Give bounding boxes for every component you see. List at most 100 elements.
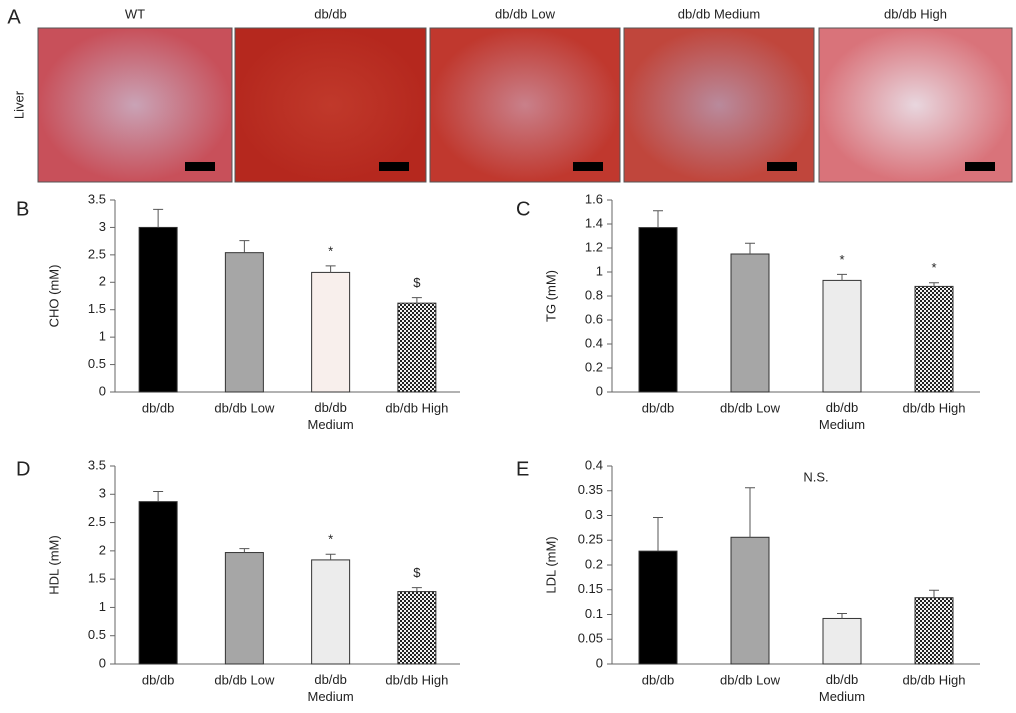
scale-bar [573, 162, 603, 171]
y-tick-label: 0 [596, 383, 603, 398]
panel-label: E [516, 458, 529, 480]
x-tick-label: db/db [142, 400, 175, 415]
y-tick-label: 0.5 [88, 356, 106, 371]
error-bar [153, 208, 164, 228]
y-tick-label: 0.05 [578, 631, 603, 646]
row-label: Liver [11, 90, 26, 119]
column-label: db/db Low [495, 6, 556, 21]
x-tick-label: db/db High [385, 672, 448, 687]
significance-marker: * [931, 260, 936, 275]
error-bar [653, 516, 663, 552]
y-tick-label: 0.2 [585, 556, 603, 571]
error-bar [239, 240, 250, 253]
significance-marker: $ [413, 275, 421, 290]
error-bar [153, 490, 164, 502]
bar [822, 617, 862, 665]
bar [138, 501, 178, 665]
micrograph [234, 27, 427, 183]
significance-marker: * [839, 252, 844, 267]
x-tick-label: db/db [642, 400, 675, 415]
significance-marker: * [328, 243, 333, 258]
y-tick-label: 0.2 [585, 359, 603, 374]
x-tick-label: db/db Low [720, 400, 781, 415]
error-bar [745, 242, 755, 254]
y-tick-label: 1.6 [585, 191, 603, 206]
column-label: db/db High [884, 6, 947, 21]
scale-bar [965, 162, 995, 171]
scale-bar [767, 162, 797, 171]
bar [397, 591, 437, 665]
error-bar [325, 553, 336, 560]
bar [822, 279, 862, 393]
y-tick-label: 1.2 [585, 239, 603, 254]
y-tick-label: 0.6 [585, 311, 603, 326]
x-tick-label: db/db Low [214, 400, 275, 415]
error-bar [411, 587, 422, 592]
x-tick-label: db/db High [903, 400, 966, 415]
bar [138, 226, 178, 393]
bar [311, 271, 351, 393]
error-bar [325, 265, 336, 273]
y-tick-label: 1 [99, 329, 106, 344]
y-tick-label: 0.35 [578, 482, 603, 497]
error-bar [411, 297, 422, 304]
y-tick-label: 3 [99, 219, 106, 234]
y-tick-label: 1 [99, 599, 106, 614]
error-bar [837, 613, 847, 619]
x-tick-label: db/db Low [214, 672, 275, 687]
y-tick-label: 0.15 [578, 581, 603, 596]
y-tick-label: 1.5 [88, 571, 106, 586]
micrograph [37, 27, 233, 183]
y-axis-label: LDL (mM) [543, 536, 558, 593]
error-bar [745, 487, 755, 538]
y-tick-label: 0.4 [585, 335, 603, 350]
y-tick-label: 0.8 [585, 287, 603, 302]
error-bar [239, 548, 250, 553]
y-tick-label: 3 [99, 486, 106, 501]
y-tick-label: 0.4 [585, 457, 603, 472]
bar [311, 559, 351, 665]
error-bar [837, 273, 847, 281]
y-tick-label: 0 [99, 383, 106, 398]
y-tick-label: 0.5 [88, 627, 106, 642]
y-axis-label: HDL (mM) [46, 535, 61, 594]
y-tick-label: 2 [99, 542, 106, 557]
y-tick-label: 0.3 [585, 507, 603, 522]
x-tick-label: db/db Medium [819, 400, 865, 432]
y-tick-label: 0.25 [578, 532, 603, 547]
y-tick-label: 2.5 [88, 514, 106, 529]
panel-label: B [16, 198, 29, 220]
x-tick-label: db/db [642, 672, 675, 687]
y-axis-label: CHO (mM) [46, 265, 61, 328]
column-label: db/db [314, 6, 347, 21]
x-tick-label: db/db [142, 672, 175, 687]
bar [397, 302, 437, 393]
y-tick-label: 3.5 [88, 191, 106, 206]
error-bar [653, 210, 663, 228]
panel-label: C [516, 198, 530, 220]
y-tick-label: 1 [596, 263, 603, 278]
bar [638, 227, 678, 393]
micrograph [818, 27, 1013, 183]
column-label: WT [125, 6, 145, 21]
bar [914, 597, 954, 665]
micrograph [429, 27, 621, 183]
error-bar [929, 589, 939, 598]
y-tick-label: 0 [596, 655, 603, 670]
significance-marker: * [328, 532, 333, 547]
annotation: N.S. [803, 469, 828, 484]
y-tick-label: 0.1 [585, 606, 603, 621]
y-tick-label: 2 [99, 274, 106, 289]
error-bar [929, 282, 939, 287]
significance-marker: $ [413, 565, 421, 580]
bar [224, 252, 264, 393]
column-label: db/db Medium [678, 6, 760, 21]
bar [730, 536, 770, 665]
y-tick-label: 2.5 [88, 246, 106, 261]
scale-bar [185, 162, 215, 171]
bar [914, 285, 954, 393]
y-tick-label: 1.5 [88, 301, 106, 316]
bar [224, 552, 264, 665]
y-tick-label: 0 [99, 655, 106, 670]
